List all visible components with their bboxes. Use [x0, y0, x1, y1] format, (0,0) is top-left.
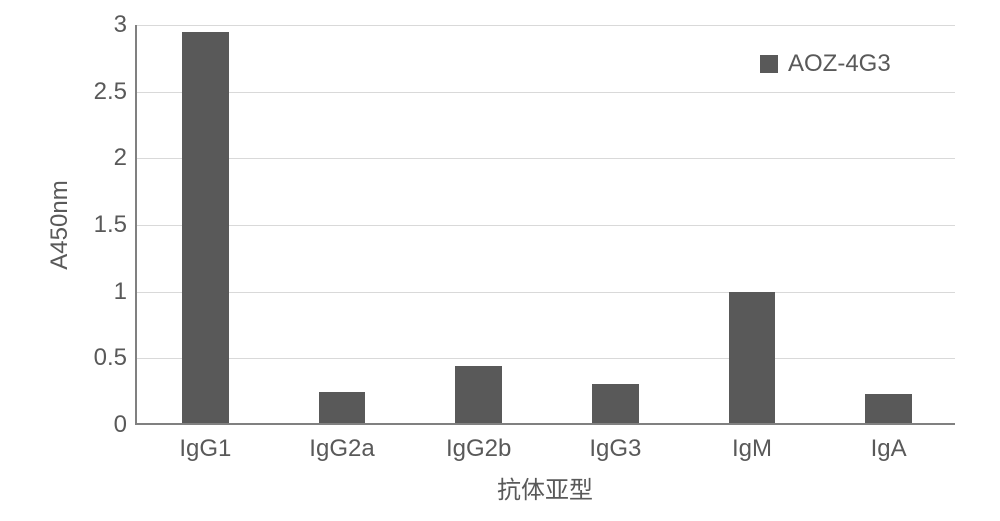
xtick-label: IgG1 [179, 423, 231, 463]
ytick-label: 1 [114, 278, 137, 306]
legend: AOZ-4G3 [760, 50, 891, 78]
xtick-label: IgG2a [309, 423, 374, 463]
ytick-label: 2.5 [94, 78, 137, 106]
gridline [137, 292, 955, 293]
gridline [137, 225, 955, 226]
gridline [137, 158, 955, 159]
bar [592, 384, 638, 423]
y-axis-label: A450nm [46, 180, 74, 269]
plot-area: 00.511.522.53IgG1IgG2aIgG2bIgG3IgMIgA [135, 25, 955, 425]
legend-label: AOZ-4G3 [788, 50, 891, 78]
xtick-label: IgG2b [446, 423, 511, 463]
x-axis-label: 抗体亚型 [497, 470, 593, 505]
xtick-label: IgG3 [589, 423, 641, 463]
bar [455, 366, 501, 423]
gridline [137, 92, 955, 93]
ytick-label: 1.5 [94, 211, 137, 239]
bar [729, 292, 775, 423]
xtick-label: IgM [732, 423, 772, 463]
gridline [137, 358, 955, 359]
bar-chart: 00.511.522.53IgG1IgG2aIgG2bIgG3IgMIgA A4… [0, 0, 1000, 521]
ytick-label: 0.5 [94, 344, 137, 372]
ytick-label: 0 [114, 411, 137, 439]
bar [319, 392, 365, 423]
ytick-label: 3 [114, 11, 137, 39]
xtick-label: IgA [871, 423, 907, 463]
gridline [137, 25, 955, 26]
ytick-label: 2 [114, 144, 137, 172]
bar [182, 32, 228, 423]
bar [865, 394, 911, 423]
legend-swatch [760, 55, 778, 73]
